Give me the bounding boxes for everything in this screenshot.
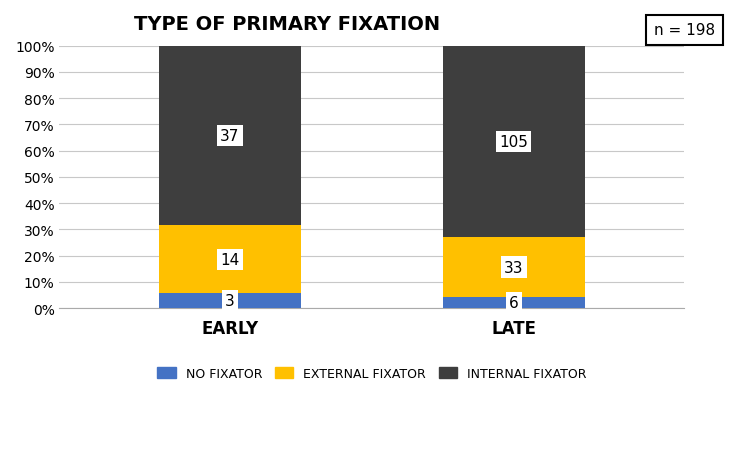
Bar (443, 238, 585, 297)
Text: 33: 33 (504, 260, 523, 275)
Text: 37: 37 (220, 129, 239, 144)
Text: TYPE OF PRIMARY FIXATION: TYPE OF PRIMARY FIXATION (134, 15, 440, 34)
Text: 6: 6 (509, 295, 519, 310)
Text: 3: 3 (225, 294, 235, 308)
Bar (443, 297, 585, 308)
Legend: NO FIXATOR, EXTERNAL FIXATOR, INTERNAL FIXATOR: NO FIXATOR, EXTERNAL FIXATOR, INTERNAL F… (152, 362, 592, 385)
Bar (159, 226, 301, 294)
Text: n = 198: n = 198 (654, 23, 715, 38)
Bar (159, 294, 301, 308)
Text: 105: 105 (499, 135, 529, 150)
Bar (159, 47, 301, 226)
Bar (443, 47, 585, 238)
Text: 14: 14 (220, 252, 239, 267)
